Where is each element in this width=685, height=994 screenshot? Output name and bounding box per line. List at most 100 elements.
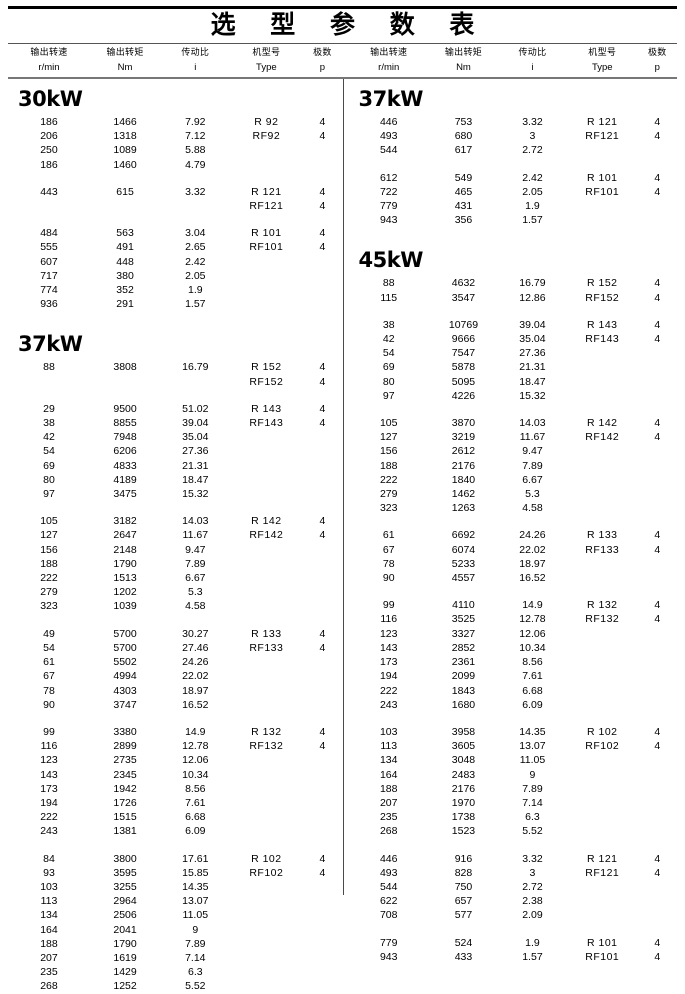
cell-output-torque: 6074 xyxy=(451,543,476,556)
cell-output-torque: 750 xyxy=(454,880,473,893)
cell-output-speed: 113 xyxy=(40,895,58,908)
cell-output-speed: 443 xyxy=(40,185,58,198)
table-row: 186 1466 7.92 R 92 4 xyxy=(8,115,343,129)
cell-poles xyxy=(302,158,342,172)
title-bottom-rule xyxy=(8,43,677,44)
cell-output-speed: 90 xyxy=(382,572,395,585)
cell-type: R 132 xyxy=(586,599,618,612)
cell-output-speed: 243 xyxy=(379,698,398,711)
cell-output-speed: 235 xyxy=(379,811,398,824)
table-header: 输出转速 r/min 输出转矩 Nm 传动比 i 机型号 Type 极数 p 输… xyxy=(8,44,677,77)
cell-output-torque: 491 xyxy=(116,241,134,254)
cell-type xyxy=(567,487,638,501)
cell-output-torque: 448 xyxy=(116,255,134,268)
power-rating-heading: 30kW xyxy=(18,87,83,111)
table-row: 555 491 2.65 RF101 4 xyxy=(8,240,343,254)
cell-output-speed: 717 xyxy=(40,269,58,282)
table-row: 29 9500 51.02 R 143 4 xyxy=(8,402,343,416)
cell-output-torque: 1619 xyxy=(113,951,137,964)
cell-poles xyxy=(638,473,677,487)
model-group: 612 549 2.42 R 101 4 722 465 2.05 RF101 4 779 431 1.… xyxy=(349,171,678,228)
table-row: 103 3255 14.35 xyxy=(8,880,343,894)
cell-type: RF133 xyxy=(249,641,284,654)
table-row: 443 615 3.32 R 121 4 xyxy=(8,185,343,199)
cell-poles xyxy=(302,543,342,557)
cell-output-speed: 493 xyxy=(379,866,398,879)
cell-poles xyxy=(638,768,677,782)
header-type-en: Type xyxy=(591,61,613,73)
cell-type: RF101 xyxy=(585,950,620,963)
cell-output-speed: 156 xyxy=(40,543,58,556)
cell-ratio: 24.26 xyxy=(182,656,209,669)
cell-ratio: 5.52 xyxy=(522,825,543,838)
cell-output-speed: 612 xyxy=(379,171,398,184)
table-row: 268 1252 5.52 xyxy=(8,979,343,993)
cell-ratio: 2.65 xyxy=(185,241,206,254)
cell-output-torque: 1429 xyxy=(113,966,137,979)
cell-ratio: 6.09 xyxy=(185,825,206,838)
cell-poles xyxy=(638,810,677,824)
cell-type: RF101 xyxy=(585,185,620,198)
cell-type xyxy=(230,698,302,712)
power-rating-heading: 37kW xyxy=(18,332,83,357)
cell-ratio xyxy=(160,375,230,389)
table-row: 69 5878 21.31 xyxy=(349,360,678,374)
cell-ratio: 2.72 xyxy=(522,144,543,157)
cell-poles xyxy=(638,346,677,360)
cell-poles xyxy=(302,444,342,458)
model-group: 29 9500 51.02 R 143 4 38 8855 39.04 RF143 4 42 7948… xyxy=(8,402,343,501)
cell-output-speed: 206 xyxy=(40,130,58,143)
cell-ratio: 4.58 xyxy=(522,502,543,515)
cell-ratio: 27.46 xyxy=(182,641,209,654)
table-row: 207 1970 7.14 xyxy=(349,796,678,810)
cell-output-torque: 4557 xyxy=(451,572,476,585)
cell-type xyxy=(567,684,638,698)
cell-output-speed: 555 xyxy=(40,241,58,254)
header-output-speed: 输出转速 r/min xyxy=(8,44,90,77)
cell-ratio: 9.47 xyxy=(522,445,543,458)
table-row: 116 2899 12.78 RF132 4 xyxy=(8,739,343,753)
cell-output-torque: 1515 xyxy=(113,811,137,824)
cell-output-torque: 2647 xyxy=(113,529,137,542)
cell-ratio: 3.32 xyxy=(185,185,206,198)
cell-poles: 4 xyxy=(319,515,326,528)
cell-ratio: 13.07 xyxy=(182,895,209,908)
cell-output-speed: 61 xyxy=(382,529,395,542)
cell-output-speed: 235 xyxy=(40,966,58,979)
cell-ratio: 9.47 xyxy=(185,543,206,556)
cell-output-torque: 5502 xyxy=(113,656,137,669)
cell-ratio: 27.36 xyxy=(519,347,546,360)
cell-output-speed: 622 xyxy=(379,895,398,908)
cell-output-speed: 943 xyxy=(379,214,398,227)
cell-ratio: 2.72 xyxy=(522,880,543,893)
cell-type xyxy=(567,768,638,782)
table-row: 323 1263 4.58 xyxy=(349,501,678,515)
cell-type: R 101 xyxy=(586,936,618,949)
cell-poles xyxy=(638,796,677,810)
cell-output-torque: 2506 xyxy=(113,909,137,922)
cell-ratio: 6.68 xyxy=(185,811,206,824)
header-ratio: 传动比 i xyxy=(498,44,567,77)
cell-output-torque: 7547 xyxy=(451,347,476,360)
cell-output-speed: 207 xyxy=(40,951,58,964)
cell-ratio: 6.3 xyxy=(187,966,203,979)
cell-type xyxy=(230,487,302,501)
table-row: 90 3747 16.52 xyxy=(8,698,343,712)
cell-output-torque: 3182 xyxy=(113,515,137,528)
table-row: 243 1680 6.09 xyxy=(349,698,678,712)
cell-type xyxy=(567,557,638,571)
cell-poles xyxy=(638,444,677,458)
model-group: 446 753 3.32 R 121 4 493 680 3 RF121 4 544 617 2.72 xyxy=(349,115,678,158)
cell-poles xyxy=(638,655,677,669)
cell-ratio: 2.09 xyxy=(522,909,543,922)
cell-output-torque: 2964 xyxy=(113,895,137,908)
cell-poles: 4 xyxy=(654,116,661,128)
cell-ratio: 10.34 xyxy=(519,641,546,654)
cell-output-torque: 3958 xyxy=(451,725,476,738)
cell-output-speed: 279 xyxy=(40,586,58,599)
cell-type xyxy=(567,143,638,157)
cell-type: RF152 xyxy=(249,375,284,388)
cell-output-speed: 774 xyxy=(40,284,58,297)
cell-type: R 102 xyxy=(586,725,618,738)
cell-type: R 132 xyxy=(251,725,282,738)
